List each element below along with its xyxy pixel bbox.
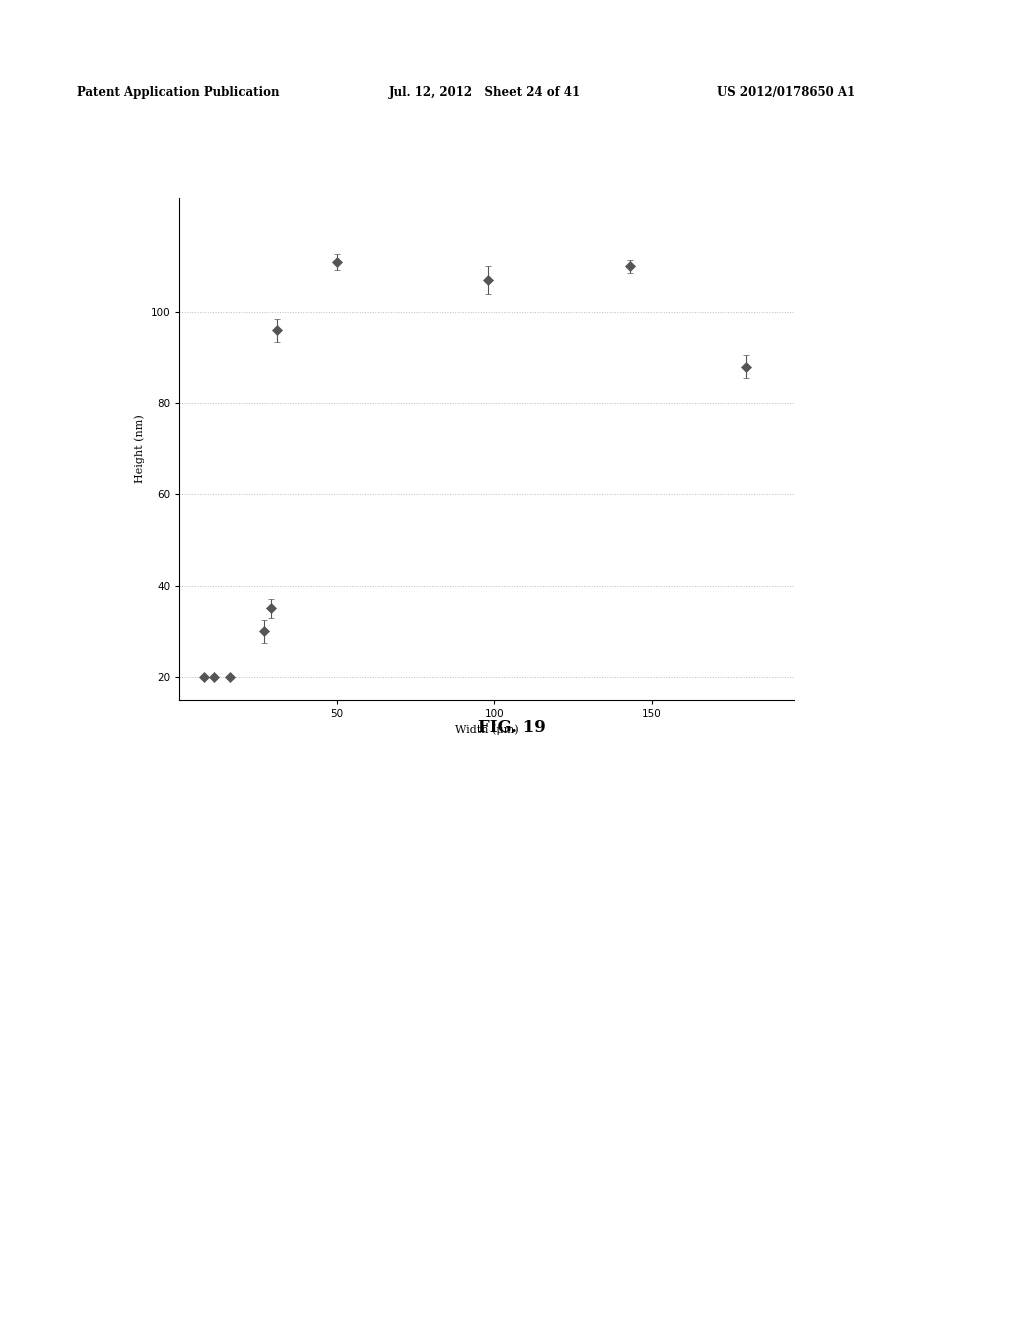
X-axis label: Width (μm): Width (μm)	[455, 725, 518, 735]
Text: Jul. 12, 2012   Sheet 24 of 41: Jul. 12, 2012 Sheet 24 of 41	[389, 86, 582, 99]
Y-axis label: Height (nm): Height (nm)	[134, 414, 145, 483]
Text: US 2012/0178650 A1: US 2012/0178650 A1	[717, 86, 855, 99]
Text: Patent Application Publication: Patent Application Publication	[77, 86, 280, 99]
Text: FIG. 19: FIG. 19	[478, 719, 546, 737]
